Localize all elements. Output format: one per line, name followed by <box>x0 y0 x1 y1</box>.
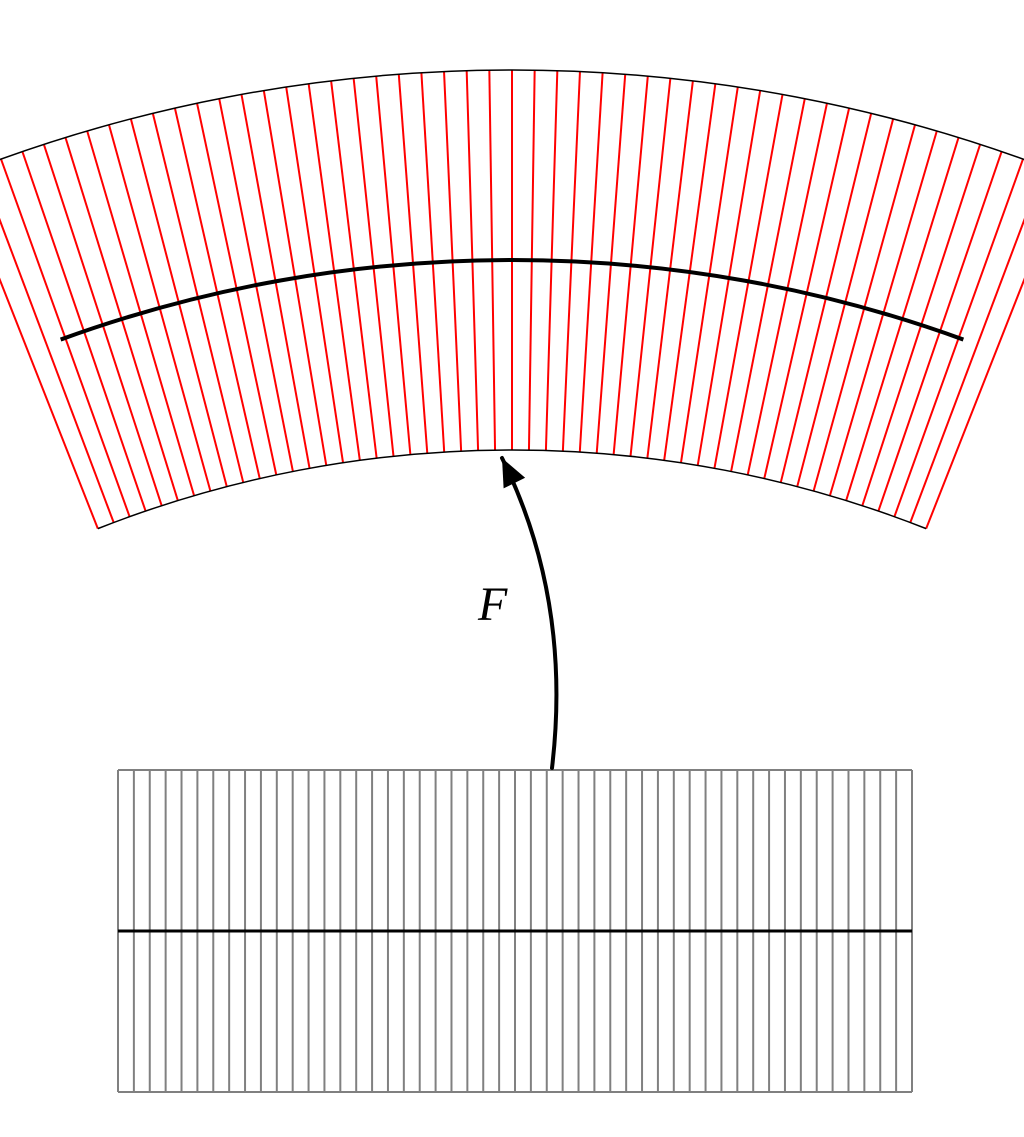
force-label: F <box>477 578 508 631</box>
straight-beam <box>118 770 912 1092</box>
bent-beam <box>0 70 1024 529</box>
deformation-arrow <box>502 458 556 768</box>
